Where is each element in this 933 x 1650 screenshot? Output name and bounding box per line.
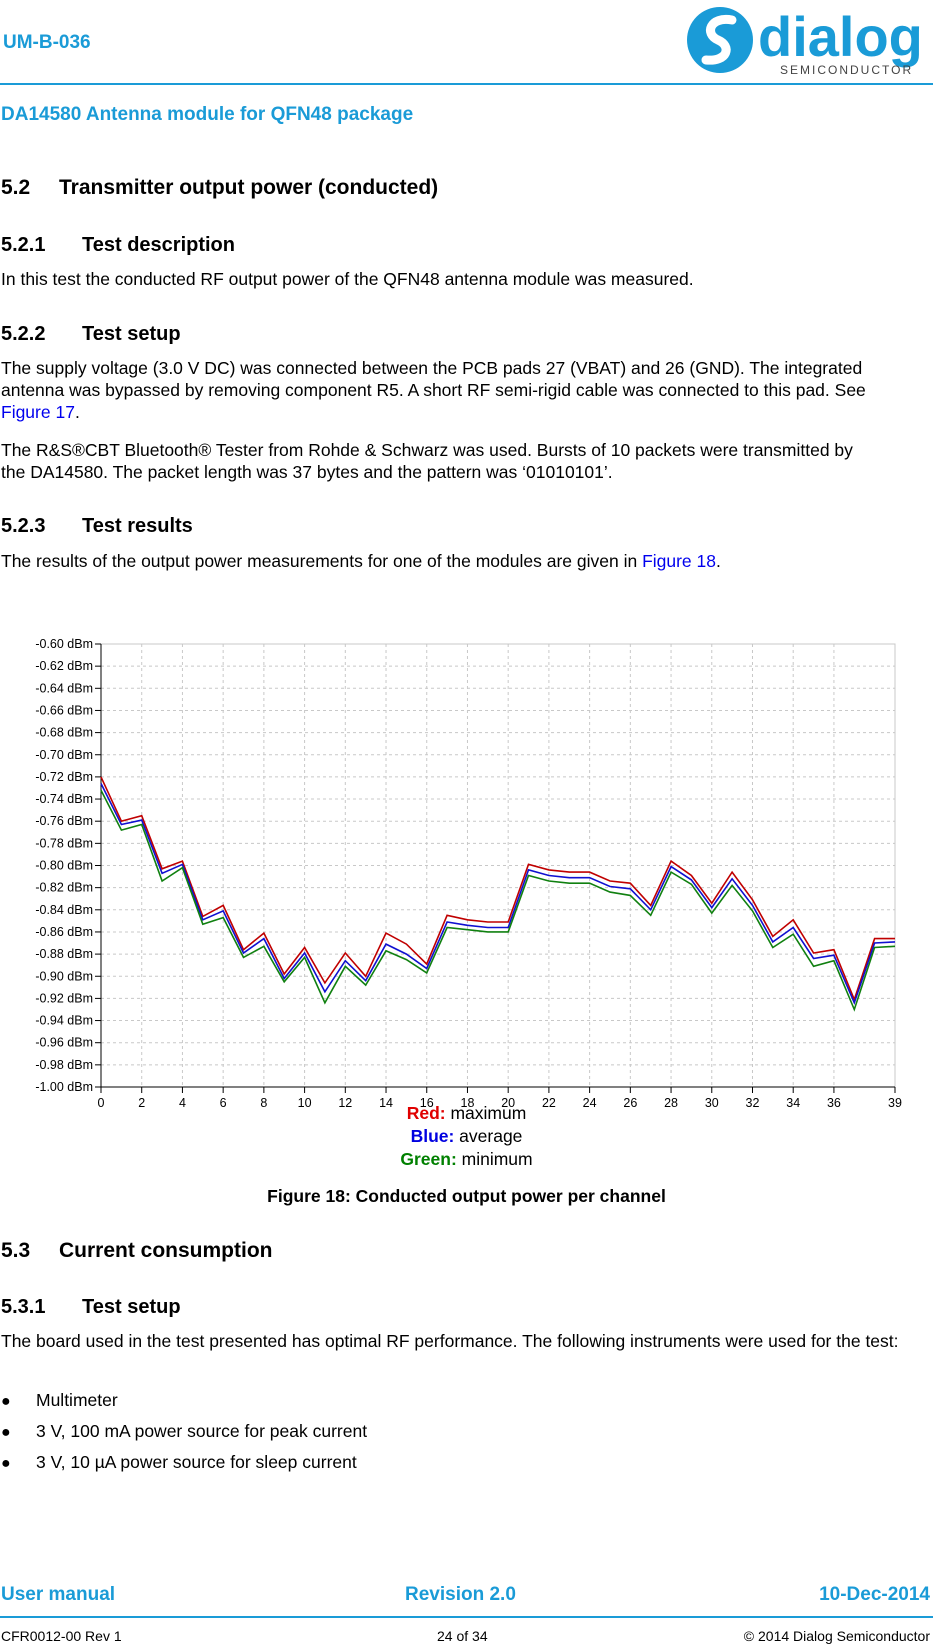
footer-page-number: 24 of 34 <box>437 1628 488 1644</box>
figure-18-link[interactable]: Figure 18 <box>642 551 716 571</box>
paragraph-current-setup: The board used in the test presented has… <box>1 1331 899 1351</box>
footer-copyright: © 2014 Dialog Semiconductor <box>743 1628 930 1644</box>
x-tick-label: 20 <box>501 1096 515 1110</box>
y-tick-label: -0.68 dBm <box>35 726 93 740</box>
output-power-chart: -0.60 dBm -0.62 dBm -0.64 dBm -0.66 dBm -0.6… <box>35 637 902 1110</box>
bullet-icon: ● <box>1 1424 11 1441</box>
document-title: DA14580 Antenna module for QFN48 package <box>1 104 414 125</box>
x-tick-label: 32 <box>746 1096 760 1110</box>
x-tick-label: 36 <box>827 1096 841 1110</box>
x-tick-label: 8 <box>260 1096 267 1110</box>
list-item: ● 3 V, 100 mA power source for peak curre… <box>1 1421 368 1441</box>
legend-blue-label: Blue: <box>410 1126 455 1146</box>
legend-blue: Blue: average <box>410 1126 523 1146</box>
series-line-green <box>100 789 896 1012</box>
x-tick-label: 16 <box>420 1096 434 1110</box>
legend-green-label: Green: <box>400 1149 457 1169</box>
y-tick-label: -0.92 dBm <box>35 991 93 1005</box>
paragraph-test-setup-1: The supply voltage (3.0 V DC) was connec… <box>1 358 866 422</box>
y-tick-label: -0.60 dBm <box>35 637 93 651</box>
section-heading-5-2-1: 5.2.1 Test description <box>1 234 235 256</box>
figure-caption: Figure 18: Conducted output power per ch… <box>267 1186 666 1206</box>
bullet-icon: ● <box>1 1455 11 1472</box>
footer-revision: Revision 2.0 <box>405 1584 516 1605</box>
logo-subtext: SEMICONDUCTOR <box>780 63 913 77</box>
y-tick-label: -0.66 dBm <box>35 703 93 717</box>
x-tick-label: 14 <box>379 1096 393 1110</box>
section-heading-5-3-1: 5.3.1 Test setup <box>1 1296 181 1318</box>
paragraph-test-description: In this test the conducted RF output pow… <box>1 269 694 289</box>
x-tick-label: 2 <box>138 1096 145 1110</box>
y-tick-label: -0.70 dBm <box>35 748 93 762</box>
section-heading-5-2-2: 5.2.2 Test setup <box>1 323 181 345</box>
y-tick-label: -0.96 dBm <box>35 1036 93 1050</box>
y-tick-label: -0.80 dBm <box>35 859 93 873</box>
x-tick-label: 28 <box>664 1096 678 1110</box>
legend-green: Green: minimum <box>400 1149 533 1169</box>
y-tick-label: -0.94 dBm <box>35 1014 93 1028</box>
x-tick-label: 10 <box>298 1096 312 1110</box>
y-tick-label: -0.74 dBm <box>35 792 93 806</box>
footer-rule <box>0 1616 933 1618</box>
y-tick-label: -0.64 dBm <box>35 681 93 695</box>
x-tick-label: 22 <box>542 1096 556 1110</box>
x-tick-label: 6 <box>220 1096 227 1110</box>
y-tick-label: -0.90 dBm <box>35 969 93 983</box>
footer-form-id: CFR0012-00 Rev 1 <box>1 1628 122 1644</box>
legend-red-label: Red: <box>406 1103 446 1123</box>
list-item: ● Multimeter <box>1 1390 118 1410</box>
y-tick-label: -1.00 dBm <box>35 1080 93 1094</box>
series-line-blue <box>100 783 896 1006</box>
x-tick-label: 24 <box>583 1096 597 1110</box>
x-tick-label: 0 <box>98 1096 105 1110</box>
y-tick-label: -0.84 dBm <box>35 903 93 917</box>
section-heading-5-3: 5.3 Current consumption <box>1 1239 273 1262</box>
paragraph-test-results: The results of the output power measurem… <box>1 551 721 571</box>
y-tick-label: -0.98 dBm <box>35 1058 93 1072</box>
document-id: UM-B-036 <box>3 32 91 53</box>
y-tick-label: -0.76 dBm <box>35 814 93 828</box>
section-heading-5-2-3: 5.2.3 Test results <box>1 515 193 537</box>
x-tick-label: 34 <box>786 1096 800 1110</box>
x-tick-label: 4 <box>179 1096 186 1110</box>
footer-date: 10-Dec-2014 <box>819 1584 930 1605</box>
section-heading-5-2: 5.2 Transmitter output power (conducted) <box>1 176 439 199</box>
y-tick-label: -0.82 dBm <box>35 881 93 895</box>
x-tick-label: 26 <box>623 1096 637 1110</box>
x-tick-label: 18 <box>461 1096 475 1110</box>
footer-doc-type: User manual <box>1 1584 116 1605</box>
x-tick-label: 39 <box>888 1096 902 1110</box>
y-tick-label: -0.72 dBm <box>35 770 93 784</box>
x-tick-label: 30 <box>705 1096 719 1110</box>
paragraph-test-setup-2: The R&S®CBT Bluetooth® Tester from Rohde… <box>1 440 853 482</box>
logo-text: dialog <box>758 5 923 68</box>
y-tick-label: -0.62 dBm <box>35 659 93 673</box>
x-tick-label: 12 <box>338 1096 352 1110</box>
y-tick-label: -0.86 dBm <box>35 925 93 939</box>
series-line-red <box>100 776 895 1002</box>
dialog-logo: dialog SEMICONDUCTOR <box>687 5 923 77</box>
y-tick-label: -0.88 dBm <box>35 947 93 961</box>
figure-17-link[interactable]: Figure 17 <box>1 402 75 422</box>
list-item: ● 3 V, 10 µA power source for sleep curre… <box>1 1452 357 1472</box>
legend-red: Red: maximum <box>406 1103 527 1123</box>
bullet-icon: ● <box>1 1393 11 1410</box>
y-tick-label: -0.78 dBm <box>35 836 93 850</box>
header-rule <box>0 83 933 85</box>
